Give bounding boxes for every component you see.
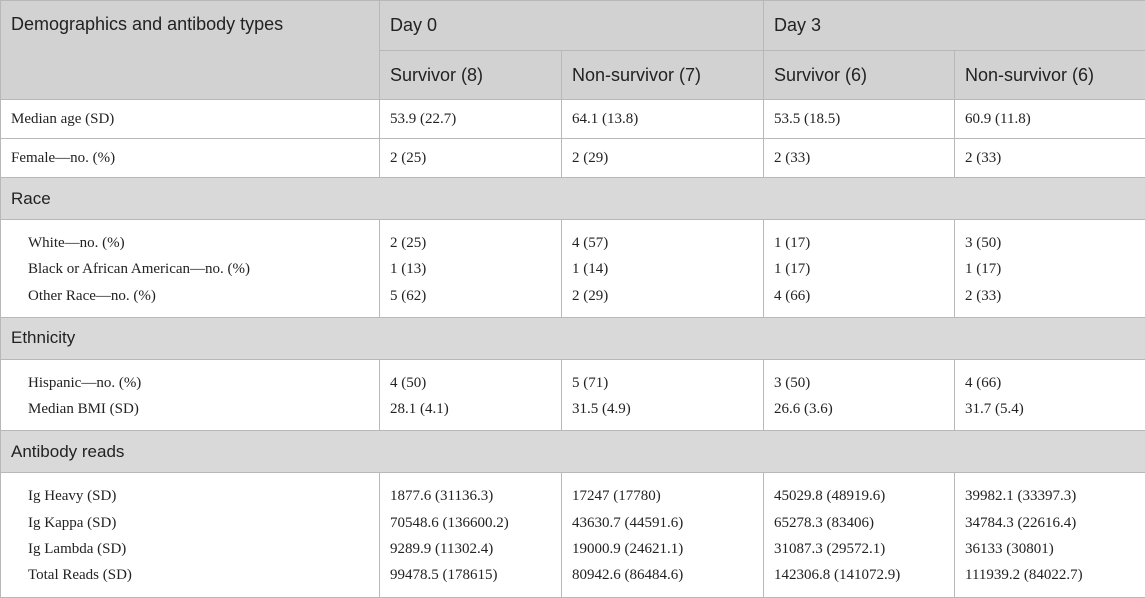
- row-labels-race: White—no. (%) Black or African American—…: [1, 220, 380, 318]
- row-label-hispanic: Hispanic—no. (%): [28, 370, 379, 396]
- cell-day0-survivor: 2 (25): [380, 139, 562, 178]
- cell-day3-nonsurvivor: 60.9 (11.8): [955, 100, 1145, 139]
- row-label: Median age (SD): [1, 100, 380, 139]
- cell-hispanic: 3 (50): [774, 370, 954, 396]
- cell-black: 1 (17): [965, 256, 1145, 282]
- cells-day3-survivor: 3 (50) 26.6 (3.6): [764, 359, 955, 431]
- cell-ig-lambda: 19000.9 (24621.1): [572, 536, 763, 562]
- cell-total-reads: 111939.2 (84022.7): [965, 562, 1145, 588]
- row-label: Female—no. (%): [1, 139, 380, 178]
- row-label-other-race: Other Race—no. (%): [28, 283, 379, 309]
- cells-day0-survivor: 1877.6 (31136.3) 70548.6 (136600.2) 9289…: [380, 473, 562, 597]
- cell-ig-kappa: 43630.7 (44591.6): [572, 510, 763, 536]
- cell-ig-kappa: 65278.3 (83406): [774, 510, 954, 536]
- row-label-ig-heavy: Ig Heavy (SD): [28, 483, 379, 509]
- table-body: Median age (SD) 53.9 (22.7) 64.1 (13.8) …: [1, 100, 1145, 598]
- cells-day0-survivor: 4 (50) 28.1 (4.1): [380, 359, 562, 431]
- header-day3-survivor: Survivor (6): [764, 51, 955, 100]
- cells-day3-survivor: 1 (17) 1 (17) 4 (66): [764, 220, 955, 318]
- cell-day3-survivor: 2 (33): [764, 139, 955, 178]
- cells-day0-nonsurvivor: 17247 (17780) 43630.7 (44591.6) 19000.9 …: [562, 473, 764, 597]
- table-row-antibody-group: Ig Heavy (SD) Ig Kappa (SD) Ig Lambda (S…: [1, 473, 1145, 597]
- cell-ig-kappa: 34784.3 (22616.4): [965, 510, 1145, 536]
- cell-ig-heavy: 45029.8 (48919.6): [774, 483, 954, 509]
- cell-ig-lambda: 36133 (30801): [965, 536, 1145, 562]
- cells-day3-nonsurvivor: 3 (50) 1 (17) 2 (33): [955, 220, 1145, 318]
- cell-ig-lambda: 9289.9 (11302.4): [390, 536, 561, 562]
- cell-other-race: 5 (62): [390, 283, 561, 309]
- section-title-race: Race: [1, 178, 1145, 220]
- cell-bmi: 31.7 (5.4): [965, 396, 1145, 422]
- cells-day3-nonsurvivor: 39982.1 (33397.3) 34784.3 (22616.4) 3613…: [955, 473, 1145, 597]
- table-row-female: Female—no. (%) 2 (25) 2 (29) 2 (33) 2 (3…: [1, 139, 1145, 178]
- cell-other-race: 2 (29): [572, 283, 763, 309]
- header-day3-nonsurvivor: Non-survivor (6): [955, 51, 1145, 100]
- cells-day3-nonsurvivor: 4 (66) 31.7 (5.4): [955, 359, 1145, 431]
- cell-day3-nonsurvivor: 2 (33): [955, 139, 1145, 178]
- cell-total-reads: 99478.5 (178615): [390, 562, 561, 588]
- section-row-antibody-reads: Antibody reads: [1, 431, 1145, 473]
- cell-hispanic: 5 (71): [572, 370, 763, 396]
- section-row-ethnicity: Ethnicity: [1, 317, 1145, 359]
- table-row-median-age: Median age (SD) 53.9 (22.7) 64.1 (13.8) …: [1, 100, 1145, 139]
- table-header: Demographics and antibody types Day 0 Da…: [1, 1, 1145, 100]
- header-day0-nonsurvivor: Non-survivor (7): [562, 51, 764, 100]
- cells-day0-survivor: 2 (25) 1 (13) 5 (62): [380, 220, 562, 318]
- cell-white: 4 (57): [572, 230, 763, 256]
- header-day0-survivor: Survivor (8): [380, 51, 562, 100]
- cell-white: 1 (17): [774, 230, 954, 256]
- cell-day0-nonsurvivor: 2 (29): [562, 139, 764, 178]
- cell-ig-heavy: 17247 (17780): [572, 483, 763, 509]
- section-title-ethnicity: Ethnicity: [1, 317, 1145, 359]
- cell-day3-survivor: 53.5 (18.5): [764, 100, 955, 139]
- table-row-race-group: White—no. (%) Black or African American—…: [1, 220, 1145, 318]
- row-label-ig-lambda: Ig Lambda (SD): [28, 536, 379, 562]
- row-label-black: Black or African American—no. (%): [28, 256, 379, 282]
- cell-day0-survivor: 53.9 (22.7): [380, 100, 562, 139]
- header-demographics: Demographics and antibody types: [1, 1, 380, 100]
- table-row-ethnicity-group: Hispanic—no. (%) Median BMI (SD) 4 (50) …: [1, 359, 1145, 431]
- header-day3: Day 3: [764, 1, 1145, 51]
- cell-ig-kappa: 70548.6 (136600.2): [390, 510, 561, 536]
- cell-ig-lambda: 31087.3 (29572.1): [774, 536, 954, 562]
- row-label-bmi: Median BMI (SD): [28, 396, 379, 422]
- section-title-antibody-reads: Antibody reads: [1, 431, 1145, 473]
- cell-black: 1 (13): [390, 256, 561, 282]
- header-day0: Day 0: [380, 1, 764, 51]
- cells-day3-survivor: 45029.8 (48919.6) 65278.3 (83406) 31087.…: [764, 473, 955, 597]
- cell-ig-heavy: 39982.1 (33397.3): [965, 483, 1145, 509]
- cell-total-reads: 80942.6 (86484.6): [572, 562, 763, 588]
- cell-white: 2 (25): [390, 230, 561, 256]
- row-labels-antibody: Ig Heavy (SD) Ig Kappa (SD) Ig Lambda (S…: [1, 473, 380, 597]
- row-labels-ethnicity: Hispanic—no. (%) Median BMI (SD): [1, 359, 380, 431]
- cell-other-race: 2 (33): [965, 283, 1145, 309]
- row-label-total-reads: Total Reads (SD): [28, 562, 379, 588]
- cell-ig-heavy: 1877.6 (31136.3): [390, 483, 561, 509]
- cell-day0-nonsurvivor: 64.1 (13.8): [562, 100, 764, 139]
- cell-white: 3 (50): [965, 230, 1145, 256]
- cell-bmi: 31.5 (4.9): [572, 396, 763, 422]
- section-row-race: Race: [1, 178, 1145, 220]
- cell-total-reads: 142306.8 (141072.9): [774, 562, 954, 588]
- cell-hispanic: 4 (66): [965, 370, 1145, 396]
- cell-black: 1 (14): [572, 256, 763, 282]
- cell-other-race: 4 (66): [774, 283, 954, 309]
- cells-day0-nonsurvivor: 4 (57) 1 (14) 2 (29): [562, 220, 764, 318]
- cell-hispanic: 4 (50): [390, 370, 561, 396]
- cell-bmi: 28.1 (4.1): [390, 396, 561, 422]
- cells-day0-nonsurvivor: 5 (71) 31.5 (4.9): [562, 359, 764, 431]
- cell-black: 1 (17): [774, 256, 954, 282]
- cell-bmi: 26.6 (3.6): [774, 396, 954, 422]
- row-label-ig-kappa: Ig Kappa (SD): [28, 510, 379, 536]
- row-label-white: White—no. (%): [28, 230, 379, 256]
